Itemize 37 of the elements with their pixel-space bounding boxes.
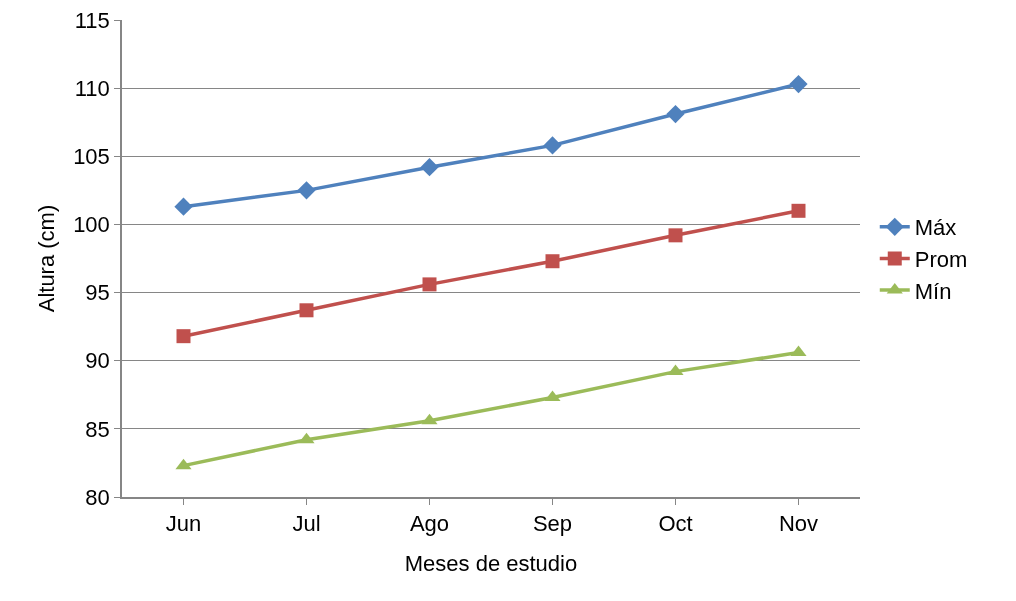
x-tick-label: Sep <box>532 511 573 537</box>
y-tick-label: 110 <box>74 75 110 101</box>
x-axis-title: Meses de estudio <box>404 550 578 576</box>
point <box>299 303 314 318</box>
point <box>790 345 807 357</box>
x-tick-label: Jul <box>292 511 321 537</box>
point <box>297 181 316 200</box>
legend-label: Máx <box>914 215 957 241</box>
point <box>543 136 562 155</box>
point <box>176 329 191 344</box>
point <box>544 390 561 402</box>
x-tick-label: Jun <box>165 511 202 537</box>
y-tick-label: 85 <box>85 416 110 442</box>
y-tick-label: 100 <box>73 212 110 238</box>
x-tick-label: Oct <box>658 511 693 537</box>
y-tick-label: 80 <box>85 484 110 510</box>
legend-label: Mín <box>914 278 952 304</box>
point <box>421 413 438 425</box>
y-tick-label: 105 <box>73 143 110 169</box>
x-tick-label: Ago <box>409 511 450 537</box>
point <box>174 197 193 216</box>
y-tick-label: 95 <box>85 280 110 306</box>
point <box>545 254 560 269</box>
y-tick-label: 90 <box>85 348 110 374</box>
point <box>789 74 808 94</box>
point <box>666 104 685 124</box>
point <box>175 458 192 470</box>
legend-label: Prom <box>914 246 968 272</box>
y-tick-label: 115 <box>74 7 110 33</box>
point <box>298 432 315 444</box>
point <box>791 203 806 218</box>
point <box>422 277 437 292</box>
point <box>668 228 683 243</box>
point <box>667 364 684 376</box>
point <box>420 158 439 177</box>
y-axis-title: Altura (cm) <box>34 204 60 313</box>
x-tick-label: Nov <box>778 511 819 537</box>
